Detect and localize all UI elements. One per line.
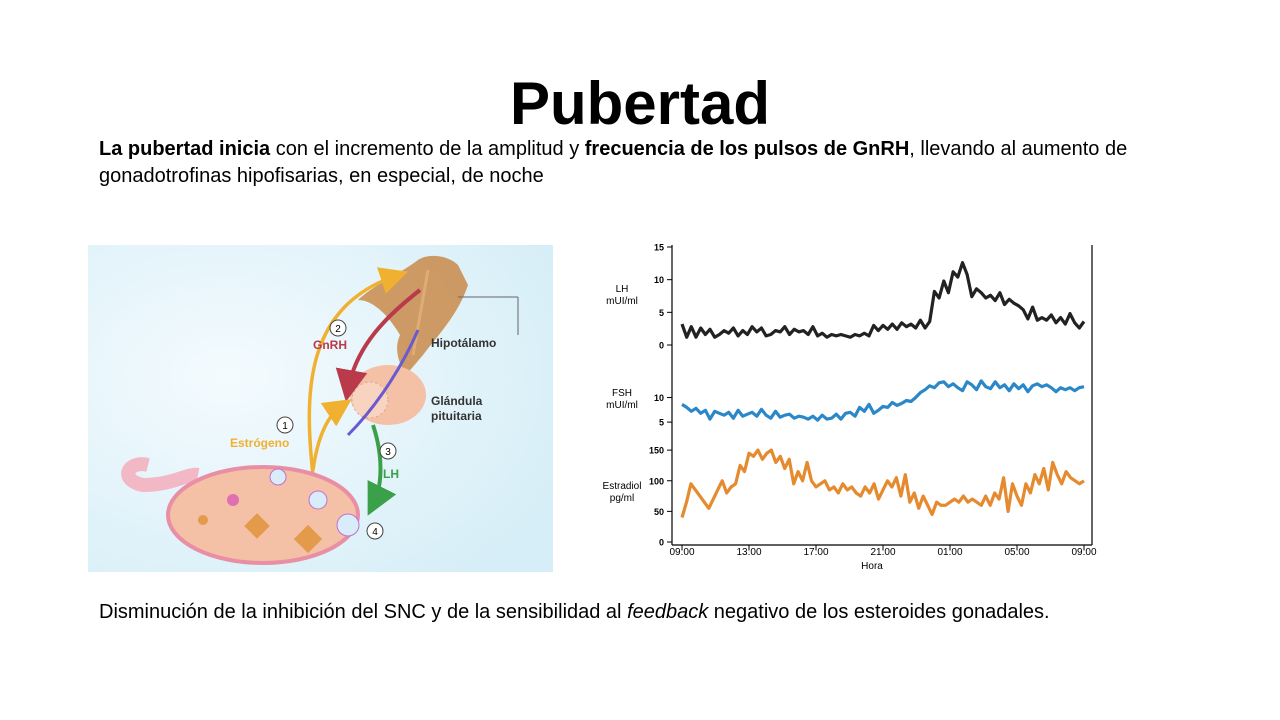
label-hipotalamo: Hipotálamo — [431, 336, 496, 350]
y-tick-label: 10 — [654, 393, 664, 403]
ovary-tube — [121, 457, 200, 493]
intro-text-2: , llevando al aumento de gonadotrofinas … — [99, 138, 1128, 187]
y-axis-label: FSH — [612, 388, 632, 399]
intro-bold-start: La pubertad inicia — [99, 138, 271, 160]
svg-text:4: 4 — [372, 527, 378, 538]
y-axis-label: mUI/ml — [606, 296, 638, 307]
intro-paragraph: La pubertad inicia con el incremento de … — [99, 136, 1184, 190]
estrogen-arrow-up — [307, 267, 408, 476]
svg-text:1: 1 — [282, 421, 288, 432]
footer-paragraph: Disminución de la inhibición del SNC y d… — [99, 598, 1184, 626]
x-tick-label: 09:00 — [1071, 547, 1096, 558]
y-tick-label: 10 — [654, 275, 664, 285]
x-tick-label: 09:00 — [669, 547, 694, 558]
footer-text-1: Disminución de la inhibición del SNC y d… — [99, 601, 628, 623]
step-badge-1: 1 — [276, 416, 294, 434]
y-axis-label: mUI/ml — [606, 400, 638, 411]
ovary — [166, 465, 360, 565]
x-tick-label: 13:00 — [736, 547, 761, 558]
x-axis-label: Hora — [861, 561, 883, 572]
intro-text-1: con el incremento de la amplitud y — [270, 138, 585, 160]
series-line-lh — [680, 261, 1086, 339]
lh-arrow — [367, 424, 397, 516]
slide-title: Pubertad — [509, 70, 771, 137]
footer-italic-feedback: feedback — [627, 601, 709, 623]
y-axis-label: LH — [616, 284, 629, 295]
step-badge-4: 4 — [366, 522, 384, 540]
label-lh: LH — [383, 467, 399, 481]
y-tick-label: 5 — [659, 308, 664, 318]
step-badge-3: 3 — [379, 442, 397, 460]
y-tick-label: 5 — [659, 418, 664, 428]
series-line-fsh — [681, 379, 1085, 422]
y-axis-label: Estradiol — [603, 481, 642, 492]
series-line-estradiol — [680, 448, 1085, 518]
y-tick-label: 100 — [649, 476, 664, 486]
y-tick-label: 150 — [649, 446, 664, 456]
x-tick-label: 21:00 — [870, 547, 895, 558]
svg-text:3: 3 — [385, 447, 391, 458]
hormone-profile-chart: 051015LHmUI/ml510FSHmUI/ml050100150Estra… — [580, 237, 1117, 577]
y-tick-label: 50 — [654, 507, 664, 517]
gnrh-arrow — [335, 288, 422, 402]
y-axis-label: pg/ml — [610, 493, 634, 504]
x-tick-label: 01:00 — [937, 547, 962, 558]
x-tick-label: 17:00 — [803, 547, 828, 558]
estrogen-arrow-pituitary — [311, 399, 352, 471]
intro-bold-gnrh: frecuencia de los pulsos de GnRH — [584, 138, 910, 160]
label-estrogeno: Estrógeno — [230, 436, 289, 450]
step-badge-2: 2 — [329, 319, 347, 337]
svg-text:2: 2 — [335, 324, 341, 335]
label-glandula: Glándula — [431, 394, 483, 408]
footer-text-2: negativo de los esteroides gonadales. — [708, 601, 1050, 623]
chart-background — [580, 237, 1117, 577]
label-gnrh: GnRH — [313, 338, 347, 352]
hpg-axis-diagram: 1 2 3 4 Hipotálamo Glándula pituitaria G… — [88, 245, 553, 572]
label-pituitaria: pituitaria — [431, 409, 482, 423]
y-tick-label: 0 — [659, 538, 664, 548]
y-tick-label: 15 — [654, 243, 664, 253]
x-tick-label: 05:00 — [1004, 547, 1029, 558]
y-tick-label: 0 — [659, 341, 664, 351]
